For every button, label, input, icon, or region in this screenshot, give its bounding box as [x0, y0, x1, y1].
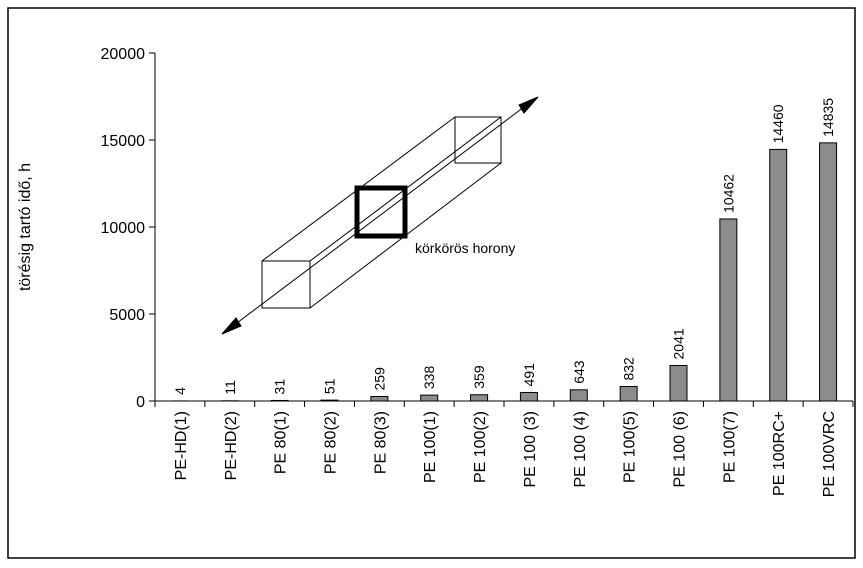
- value-label: 359: [471, 365, 487, 389]
- bar: [520, 392, 537, 401]
- bar: [471, 395, 488, 401]
- value-label: 14835: [820, 98, 836, 137]
- value-label: 259: [371, 367, 387, 391]
- x-tick-label: PE 100 (3): [522, 411, 539, 487]
- chart: körkörös horony törésig tartó idő, h 0 50…: [0, 0, 863, 568]
- value-label: 643: [571, 360, 587, 384]
- value-label: 2041: [671, 328, 687, 359]
- x-tick-label: PE 100 (4): [572, 411, 589, 487]
- bar: [620, 387, 637, 401]
- value-label: 338: [421, 366, 437, 390]
- value-label: 10462: [720, 174, 736, 213]
- bar: [271, 400, 288, 401]
- value-label: 31: [272, 379, 288, 395]
- x-tick-label: PE-HD(2): [223, 411, 240, 480]
- x-tick-label: PE-HD(1): [173, 411, 190, 480]
- value-label: 11: [222, 380, 238, 395]
- y-tick-label: 10000: [101, 220, 146, 237]
- x-tick-label: PE 100(5): [622, 411, 639, 483]
- annotation: körkörös horony: [415, 240, 515, 256]
- bar: [570, 390, 587, 401]
- value-label: 832: [621, 357, 637, 381]
- x-tick-label: PE 100(1): [422, 411, 439, 483]
- x-tick-label: PE 100(2): [472, 411, 489, 483]
- value-label: 491: [521, 363, 537, 387]
- y-tick-label: 20000: [101, 46, 146, 63]
- y-tick-label: 15000: [101, 133, 146, 150]
- value-label: 14460: [770, 104, 786, 143]
- x-tick-label: PE 80(2): [323, 411, 340, 474]
- bar: [670, 365, 687, 401]
- y-tick-label: 0: [136, 394, 145, 411]
- x-tick-label: PE 100(7): [721, 411, 738, 483]
- value-label: 51: [322, 378, 338, 394]
- x-tick-label: PE 80(3): [372, 411, 389, 474]
- x-tick-label: PE 80(1): [273, 411, 290, 474]
- x-tick-label: PE 100 (6): [672, 411, 689, 487]
- bar: [371, 396, 388, 401]
- y-axis-label: törésig tartó idő, h: [17, 163, 34, 291]
- bar: [321, 400, 338, 401]
- y-tick-label: 5000: [109, 307, 145, 324]
- x-tick-label: PE 100RC+: [771, 411, 788, 496]
- bar: [820, 143, 837, 401]
- x-tick-label: PE 100VRC: [821, 411, 838, 497]
- bar: [770, 149, 787, 401]
- value-label: 4: [172, 387, 188, 395]
- bar: [421, 395, 438, 401]
- bar: [720, 219, 737, 401]
